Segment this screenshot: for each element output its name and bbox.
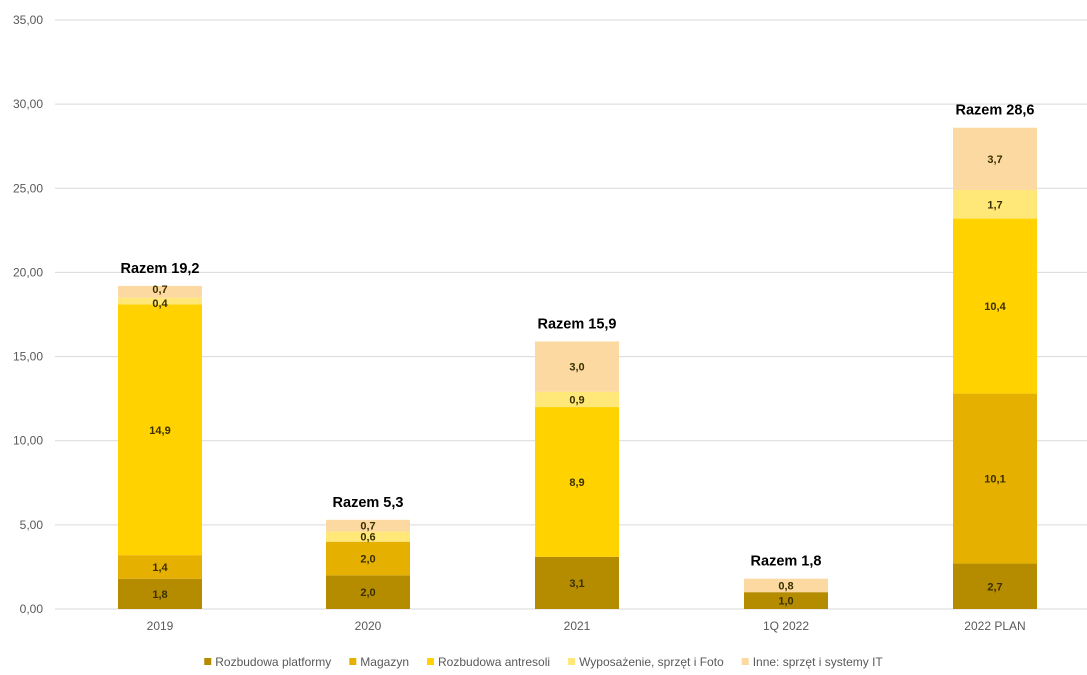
- legend-label: Wyposażenie, sprzęt i Foto: [579, 655, 724, 669]
- legend-label: Rozbudowa antresoli: [438, 655, 550, 669]
- bar-segment: [953, 189, 1037, 219]
- data-label: 0,7: [152, 284, 167, 296]
- bar-segment: [953, 127, 1037, 190]
- bar-segment: [326, 531, 410, 542]
- data-label: 0,7: [360, 521, 375, 533]
- bar-segment: [953, 393, 1037, 564]
- y-axis-tick-labels: 0,00 5,00 10,00 15,00 20,00 25,00 30,00 35,00: [13, 13, 43, 616]
- total-label: Razem 19,2: [121, 261, 200, 277]
- data-label: 0,4: [152, 298, 168, 310]
- legend-item: Inne: sprzęt i systemy IT: [741, 655, 884, 669]
- total-label: Razem 15,9: [538, 316, 617, 332]
- y-tick-label: 15,00: [13, 350, 43, 364]
- data-label: 8,9: [569, 477, 584, 489]
- bar-segment: [953, 563, 1037, 609]
- y-tick-label: 0,00: [20, 602, 44, 616]
- legend-label: Rozbudowa platformy: [215, 655, 331, 669]
- total-label: Razem 28,6: [956, 103, 1035, 119]
- data-label: 2,7: [987, 581, 1002, 593]
- x-tick-label: 2021: [564, 619, 591, 633]
- bar-segment: [118, 555, 202, 579]
- data-label: 3,1: [569, 578, 584, 590]
- bar-segment: [118, 304, 202, 556]
- data-label: 1,4: [152, 562, 168, 574]
- data-label: 0,9: [569, 394, 584, 406]
- bar-segment: [744, 578, 828, 593]
- bar-segment: [535, 556, 619, 609]
- data-label: 14,9: [149, 425, 170, 437]
- total-labels: Razem 19,2 Razem 5,3 Razem 15,9 Razem 1,8 Ra…: [121, 103, 1035, 570]
- y-tick-label: 30,00: [13, 97, 43, 111]
- data-label: 3,0: [569, 362, 584, 374]
- bar-segment: [744, 592, 828, 609]
- data-label: 2,0: [360, 554, 375, 566]
- legend: Rozbudowa platformy Magazyn Rozbudowa antr…: [204, 655, 883, 669]
- bar-segment: [118, 578, 202, 609]
- y-tick-label: 20,00: [13, 265, 43, 279]
- data-label: 1,0: [778, 596, 793, 608]
- legend-item: Magazyn: [349, 655, 409, 669]
- bars: 1,81,414,90,40,72,02,00,60,73,18,90,93,0…: [118, 127, 1037, 609]
- data-label: 0,8: [778, 580, 793, 592]
- legend-item: Rozbudowa platformy: [204, 655, 331, 669]
- bar-segment: [535, 391, 619, 408]
- legend-swatch: [204, 658, 212, 665]
- legend-label: Inne: sprzęt i systemy IT: [753, 655, 884, 669]
- total-label: Razem 5,3: [333, 495, 404, 511]
- y-tick-label: 25,00: [13, 181, 43, 195]
- x-tick-label: 2022 PLAN: [964, 619, 1025, 633]
- legend-label: Magazyn: [360, 655, 409, 669]
- x-tick-label: 2020: [355, 619, 382, 633]
- legend-item: Rozbudowa antresoli: [427, 655, 550, 669]
- bar-segment: [535, 341, 619, 392]
- bar-segment: [118, 285, 202, 298]
- x-tick-label: 2019: [147, 619, 174, 633]
- bar-segment: [326, 541, 410, 576]
- legend-swatch: [427, 658, 435, 665]
- bar-segment: [535, 407, 619, 557]
- x-axis-tick-labels: 2019 2020 2021 1Q 2022 2022 PLAN: [147, 619, 1026, 633]
- bar-segment: [326, 519, 410, 532]
- data-label: 0,6: [360, 532, 375, 544]
- bar-segment: [953, 218, 1037, 394]
- y-tick-label: 10,00: [13, 434, 43, 448]
- legend-item: Wyposażenie, sprzęt i Foto: [568, 655, 724, 669]
- legend-swatch: [741, 658, 749, 665]
- data-label: 1,8: [152, 589, 167, 601]
- legend-swatch: [349, 658, 357, 665]
- total-label: Razem 1,8: [751, 554, 822, 570]
- legend-swatch: [568, 658, 576, 665]
- bar-segment: [326, 575, 410, 609]
- x-tick-label: 1Q 2022: [763, 619, 809, 633]
- data-label: 10,4: [984, 301, 1006, 313]
- data-label: 10,1: [984, 474, 1005, 486]
- data-label: 3,7: [987, 154, 1002, 166]
- y-tick-label: 35,00: [13, 13, 43, 27]
- bar-segment: [118, 297, 202, 305]
- y-tick-label: 5,00: [20, 518, 44, 532]
- data-label: 2,0: [360, 587, 375, 599]
- data-label: 1,7: [987, 199, 1002, 211]
